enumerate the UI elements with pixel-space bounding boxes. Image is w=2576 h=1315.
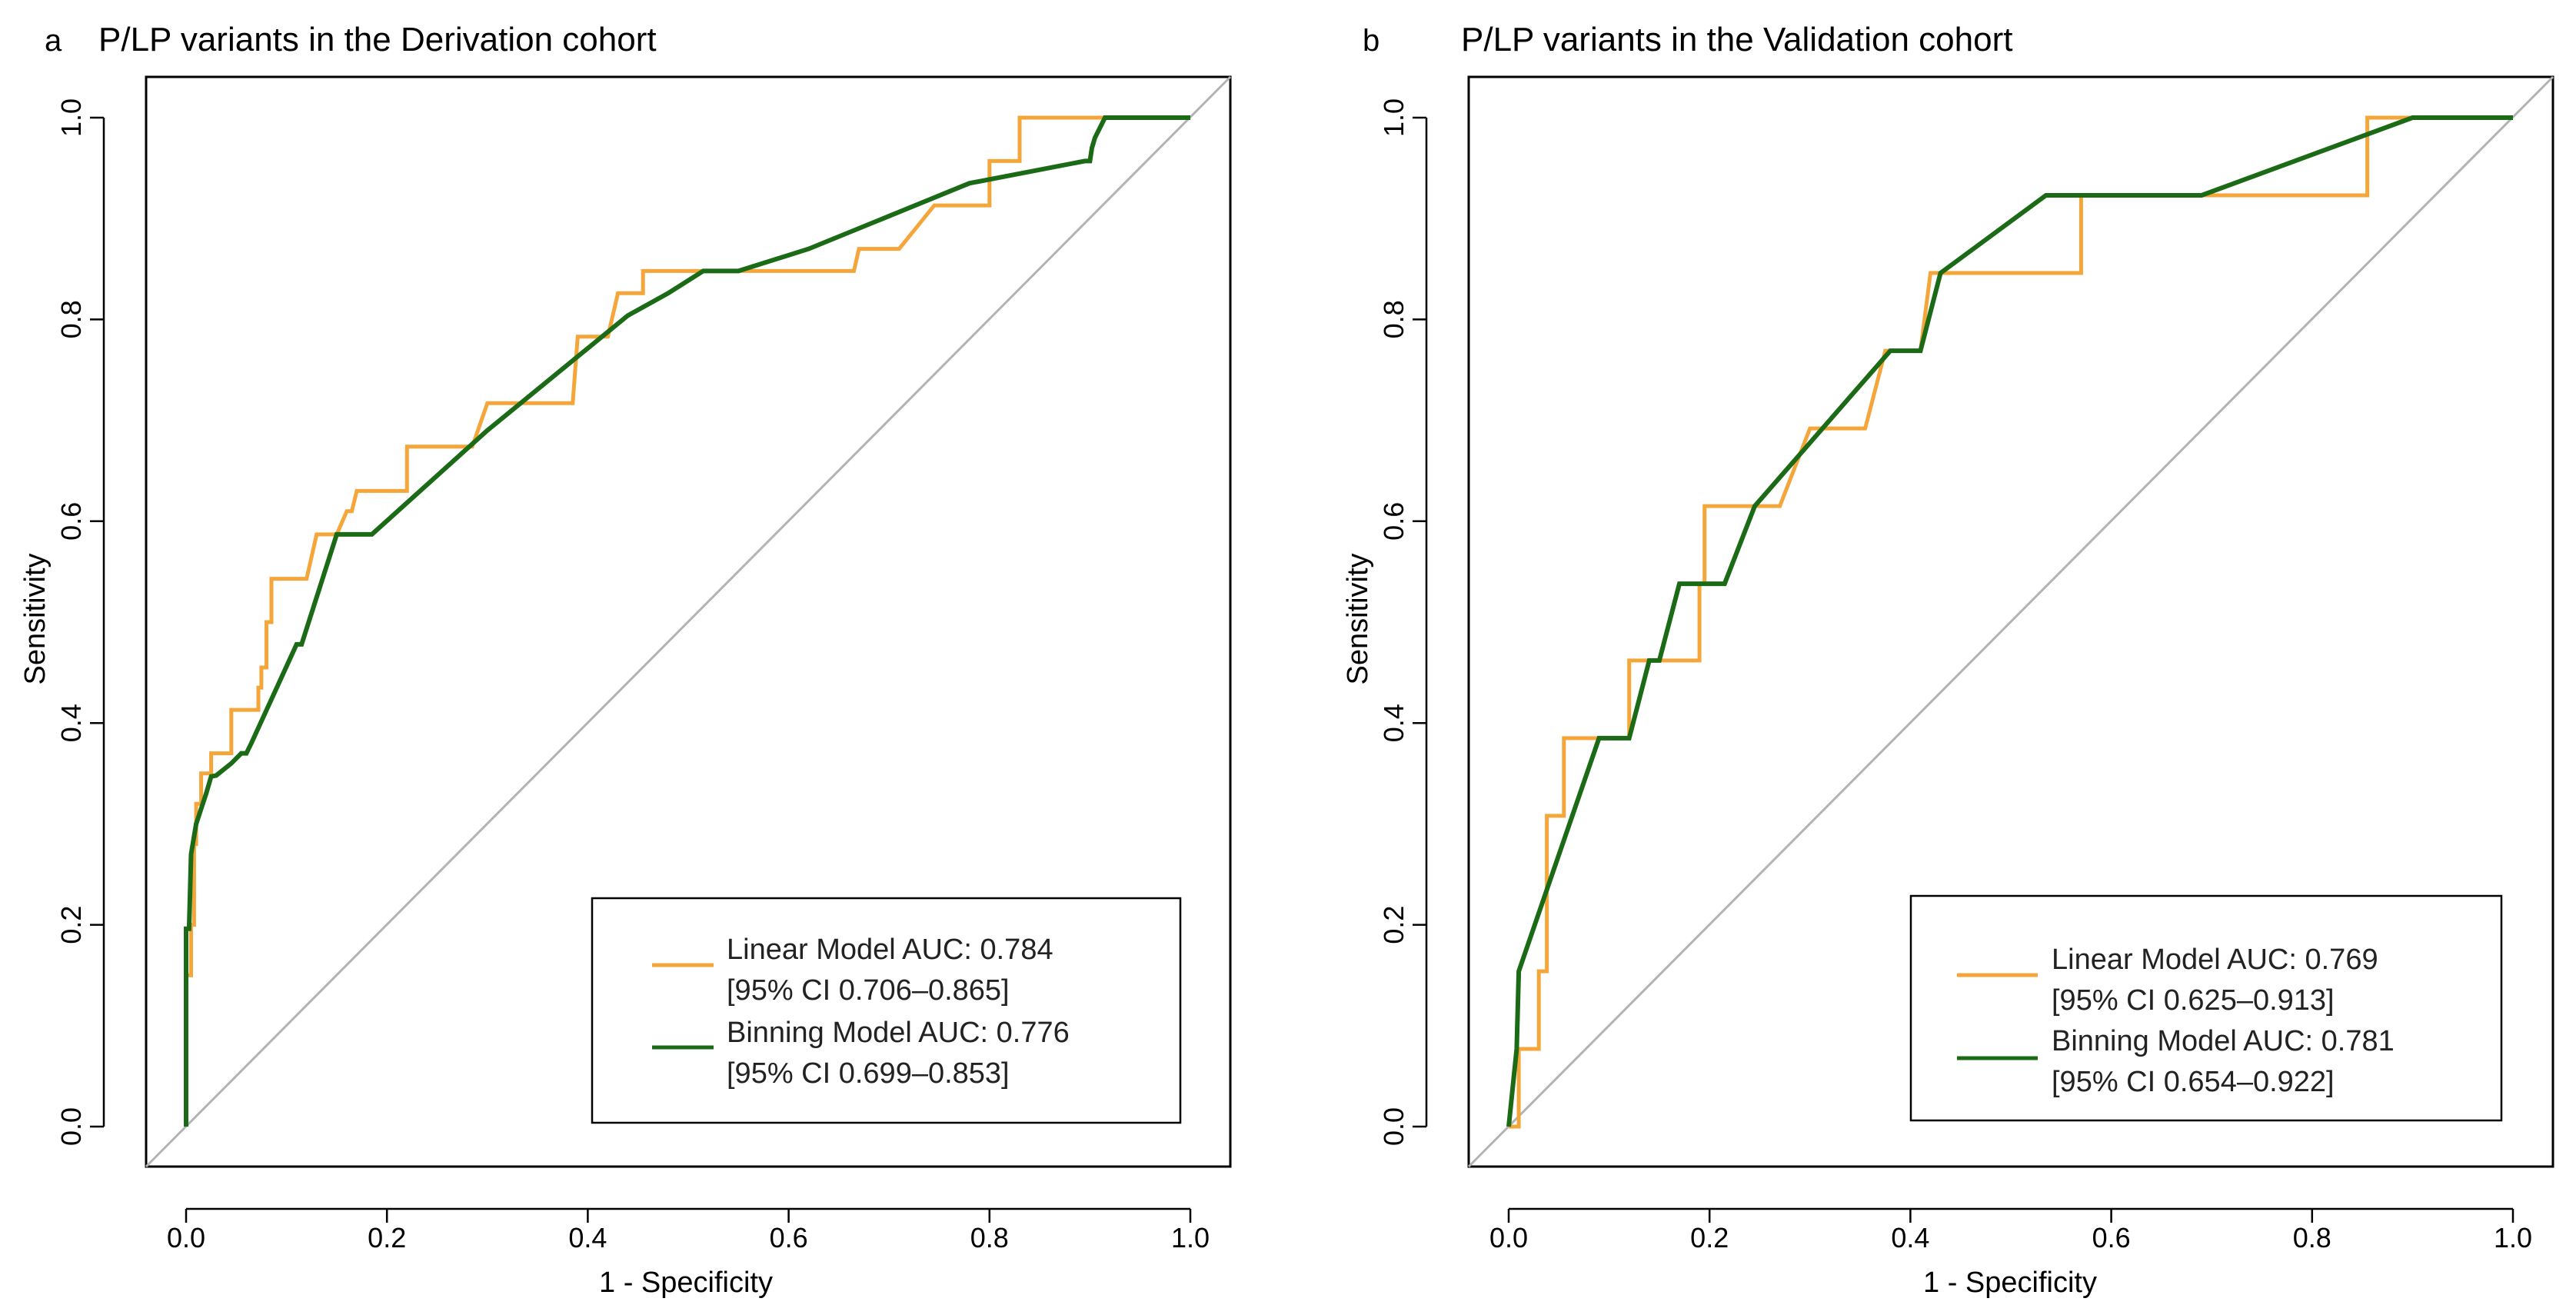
legend-binning-auc: Binning Model AUC: 0.776 — [727, 1017, 1070, 1049]
panel-title: P/LP variants in the Validation cohort — [1461, 21, 2012, 58]
x-tick-label: 1.0 — [1171, 1222, 1210, 1253]
x-tick-label: 0.6 — [770, 1222, 808, 1253]
y-axis-label: Sensitivity — [19, 553, 52, 684]
y-tick-label: 0.2 — [55, 906, 87, 944]
x-axis-label: 1 - Specificity — [1923, 1267, 2097, 1299]
x-tick-label: 0.8 — [970, 1222, 1009, 1253]
plot-frame — [145, 75, 1232, 1168]
x-tick-label: 0.6 — [2092, 1222, 2131, 1253]
y-axis-label: Sensitivity — [1342, 553, 1374, 684]
legend: Linear Model AUC: 0.769 [95% CI 0.625–0.… — [1909, 894, 2503, 1122]
linear-roc-curve — [184, 115, 1190, 1127]
x-tick-label: 0.0 — [167, 1222, 205, 1253]
panel-letter: a — [45, 24, 62, 58]
x-tick-label: 0.4 — [1891, 1222, 1929, 1253]
y-tick-label: 0.6 — [1378, 502, 1409, 541]
y-tick-label: 0.0 — [55, 1107, 87, 1146]
legend-binning-auc: Binning Model AUC: 0.781 — [2052, 1025, 2395, 1057]
diagonal-reference-line — [145, 75, 1232, 1168]
plot-frame — [1467, 75, 2554, 1168]
y-tick-label: 0.4 — [55, 704, 87, 742]
axis-layer: 0.0 0.2 0.4 0.6 0.8 1.0 0.0 0.2 0.4 0.6 0.8 1.0 — [55, 98, 1210, 1253]
plot-layer — [1467, 75, 2554, 1168]
y-tick-label: 0.6 — [55, 502, 87, 541]
x-axis-label: 1 - Specificity — [599, 1267, 773, 1299]
x-tick-label: 0.0 — [1489, 1222, 1528, 1253]
x-tick-label: 0.2 — [368, 1222, 406, 1253]
axis-layer: 0.0 0.2 0.4 0.6 0.8 1.0 0.0 0.2 0.4 0.6 0.8 1.0 — [1378, 98, 2532, 1253]
panel-b: b P/LP variants in the Validation cohort… — [1342, 21, 2554, 1299]
x-tick-label: 0.8 — [2293, 1222, 2331, 1253]
legend: Linear Model AUC: 0.784 [95% CI 0.706–0.… — [591, 897, 1182, 1124]
y-tick-label: 0.8 — [55, 300, 87, 338]
legend-box — [591, 897, 1182, 1124]
binning-roc-curve — [184, 115, 1190, 1127]
legend-box — [1909, 894, 2503, 1122]
panel-title: P/LP variants in the Derivation cohort — [98, 21, 657, 58]
y-tick-label: 0.4 — [1378, 704, 1409, 742]
legend-linear-auc: Linear Model AUC: 0.769 — [2052, 944, 2378, 976]
panel-letter: b — [1363, 24, 1380, 58]
y-tick-label: 1.0 — [1378, 98, 1409, 137]
legend-binning-ci: [95% CI 0.654–0.922] — [2052, 1066, 2335, 1098]
y-tick-label: 0.8 — [1378, 300, 1409, 338]
y-tick-label: 1.0 — [55, 98, 87, 137]
binning-roc-curve — [1506, 115, 2513, 1127]
legend-linear-auc: Linear Model AUC: 0.784 — [727, 934, 1053, 966]
legend-linear-ci: [95% CI 0.706–0.865] — [727, 974, 1010, 1007]
diagonal-reference-line — [1467, 75, 2554, 1168]
legend-linear-ci: [95% CI 0.625–0.913] — [2052, 984, 2335, 1017]
panel-a: a P/LP variants in the Derivation cohort… — [19, 21, 1232, 1299]
x-tick-label: 1.0 — [2494, 1222, 2532, 1253]
plot-layer — [145, 75, 1232, 1168]
y-tick-label: 0.2 — [1378, 906, 1409, 944]
legend-binning-ci: [95% CI 0.699–0.853] — [727, 1057, 1010, 1090]
x-tick-label: 0.4 — [568, 1222, 607, 1253]
y-tick-label: 0.0 — [1378, 1107, 1409, 1146]
x-tick-label: 0.2 — [1690, 1222, 1729, 1253]
